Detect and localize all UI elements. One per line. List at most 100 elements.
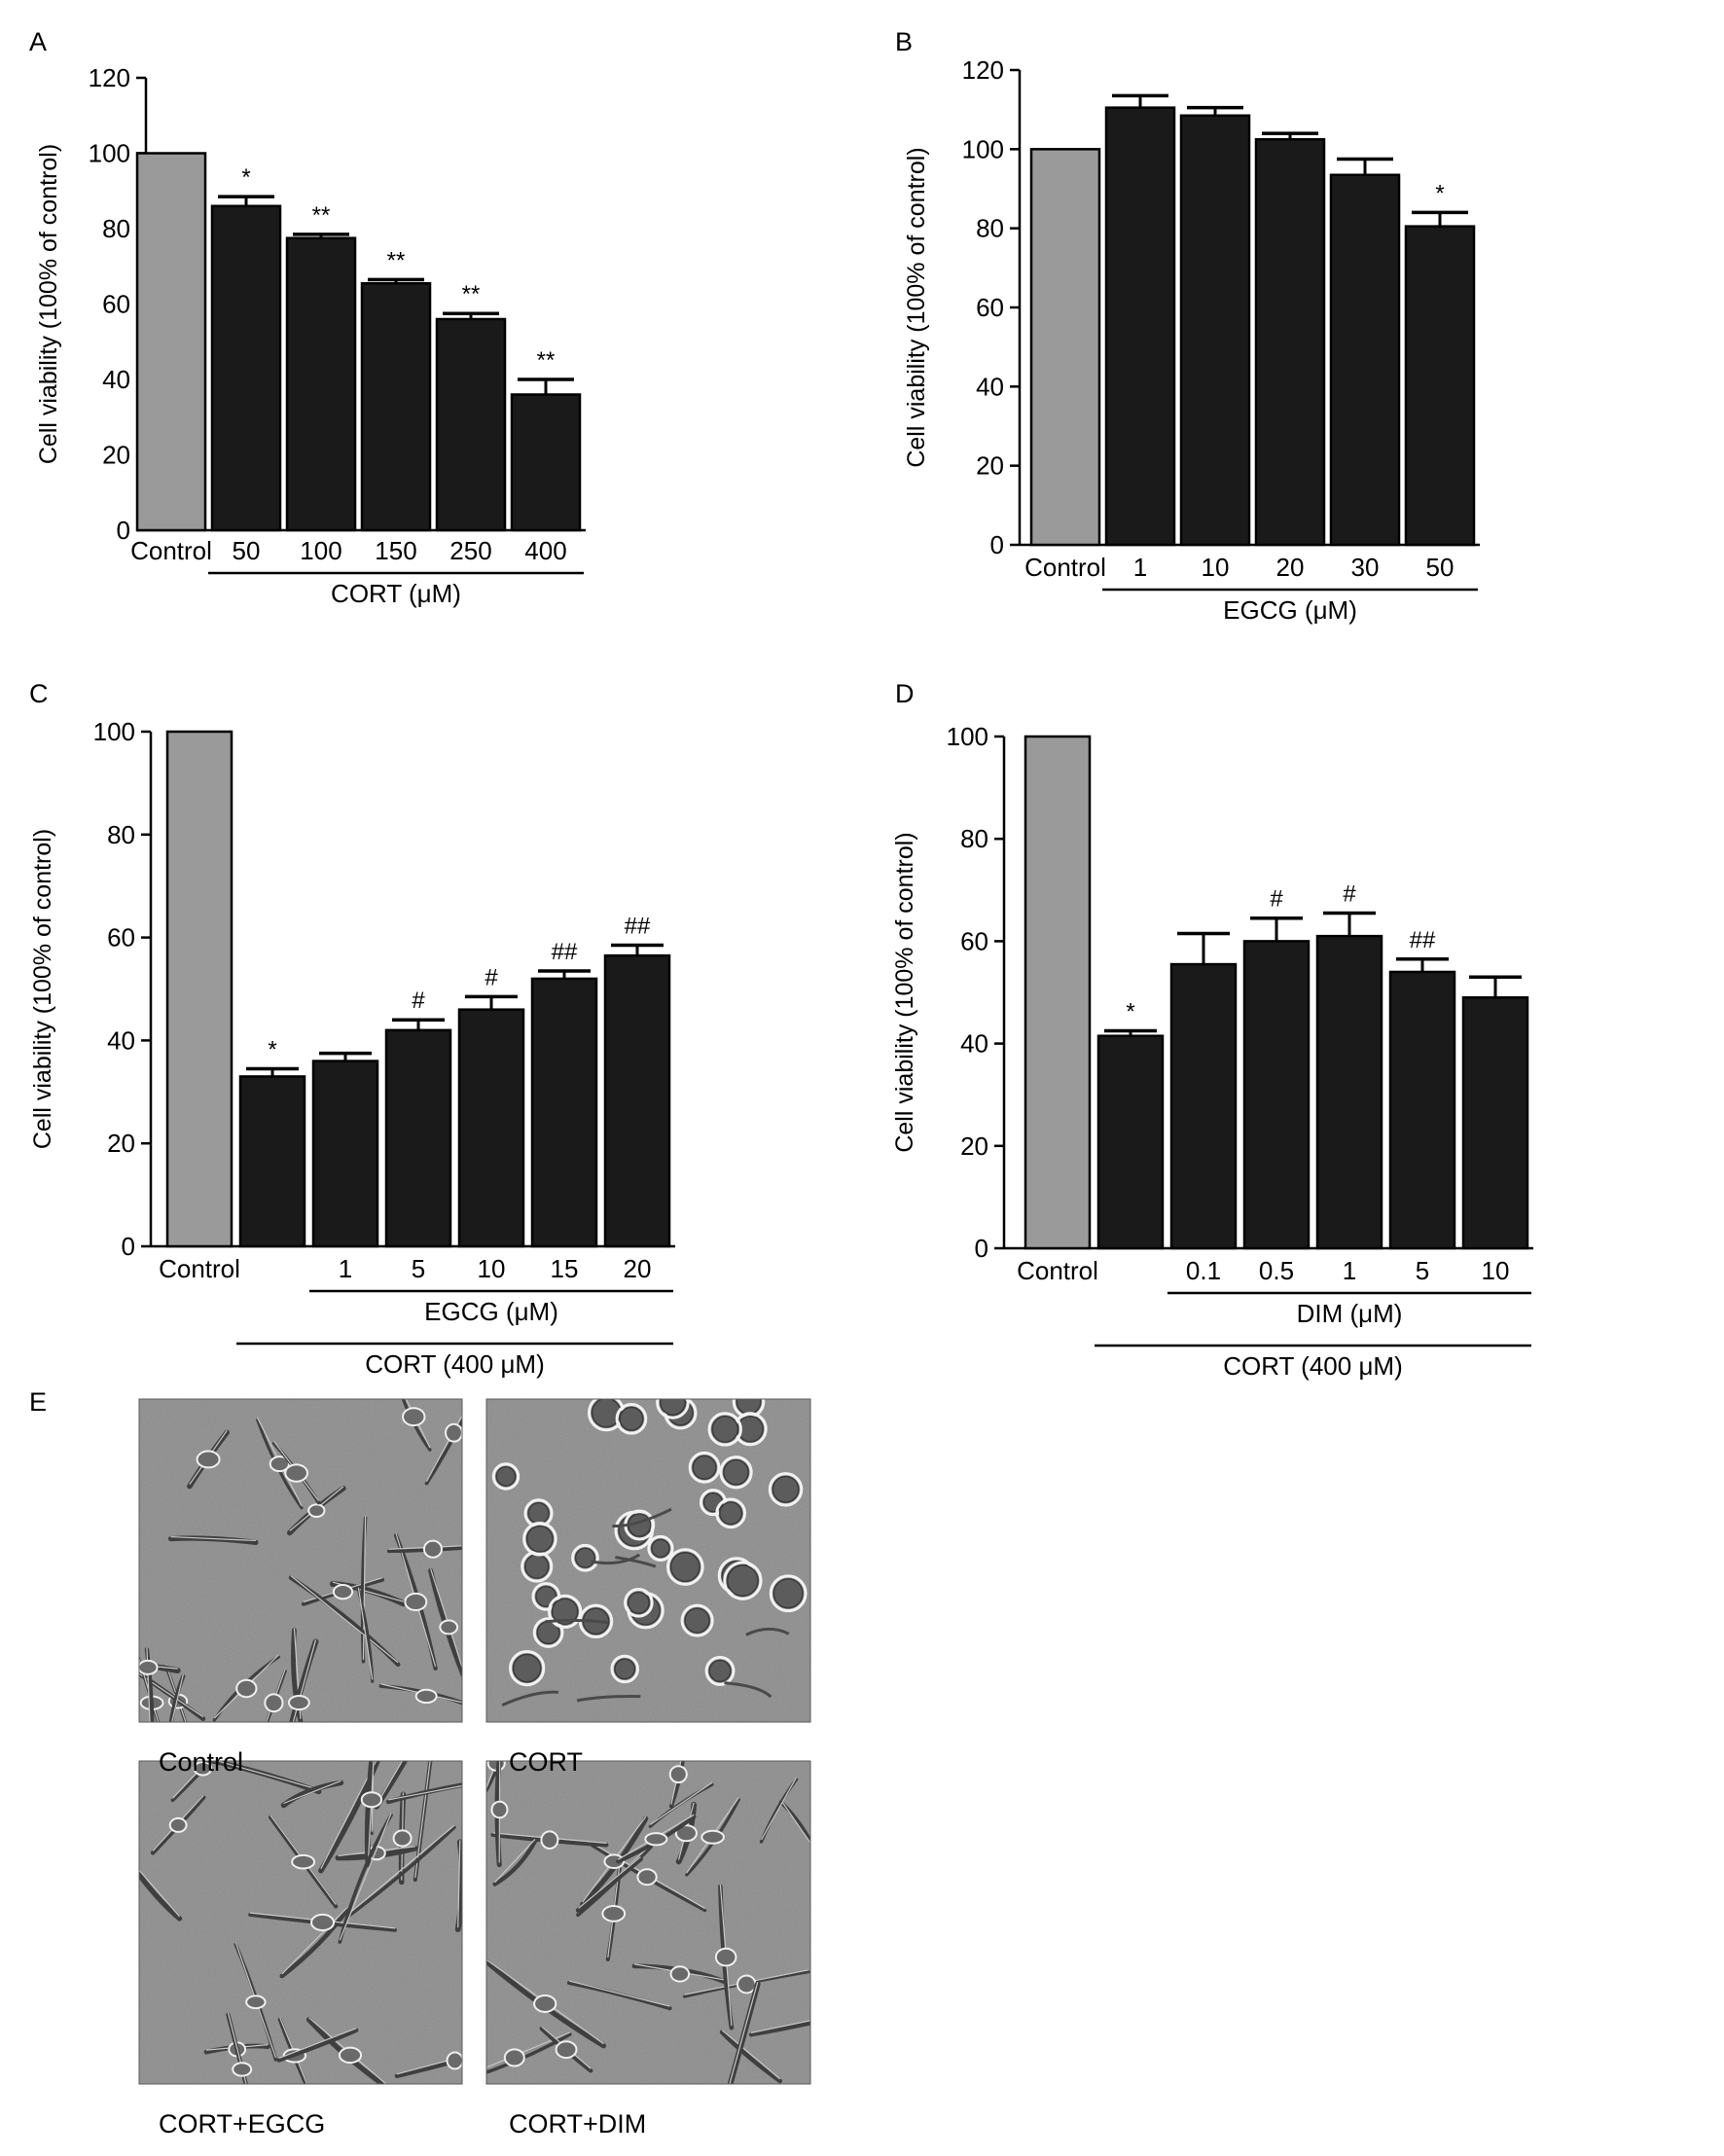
panel-letter-b: B [895,27,913,56]
x-tick-label-d-6: 10 [1482,1256,1510,1285]
y-tick-label-b: 0 [990,530,1004,559]
significance-label-a-1: * [241,164,250,191]
y-tick-label-d: 40 [960,1029,988,1059]
cell-nucleus [245,1994,267,2010]
micrograph-texture [486,1761,810,2084]
micrograph-border [485,1398,811,1723]
bar-b-5 [1404,225,1476,547]
bar-d-0 [1024,735,1092,1250]
cell-edge-highlight [283,1779,341,1805]
x-tick-label-a-1: 50 [233,536,261,565]
rounded-cell-body [627,1591,650,1614]
cell-edge-highlight [729,1982,759,2084]
bar-a-1 [210,204,282,532]
elongated-cell [492,1839,538,1886]
chart-panel-c: C 0 20 40 60 80 100 Cell viability (100% of co… [29,679,675,1379]
cell-edge-highlight [278,2028,357,2060]
bar-b-2 [1179,114,1251,547]
cell-edge-highlight [357,1587,374,1680]
cell-nucleus [540,1830,559,1850]
x-tick-label-d-4: 1 [1343,1256,1356,1285]
rounded-cell [723,1561,763,1600]
rounded-cell-body [651,1538,670,1559]
cell-nucleus [714,1947,737,1967]
y-tick-label-a: 20 [102,441,130,470]
bar-d-4 [1315,934,1383,1250]
cell-nucleus [490,1800,509,1819]
micrograph-texture [139,1399,462,1722]
y-tick-label-a: 80 [102,214,130,243]
elongated-cell [454,1839,462,1933]
cell-edge-highlight [494,1839,536,1884]
micrograph-cells [486,1399,810,1722]
y-tick-label-d: 100 [947,722,988,751]
rounded-cell-body [495,1466,517,1487]
y-tick-label-d: 60 [960,926,988,955]
rounded-cell [532,1617,564,1648]
cell-nucleus [603,1853,626,1870]
cell-process [745,1627,790,1636]
cell-edge-highlight [371,1761,375,1832]
significance-label-a-3: ** [387,247,406,273]
rounded-cell [719,1455,753,1490]
chart-panel-d: D 0 20 40 60 80 100 Cell viability (100% of co… [891,679,1533,1381]
x-tick-label-a-5: 400 [524,536,566,565]
plot-area-c: 0 20 40 60 80 100 Cell viability (100% of cont… [29,717,675,1379]
elongated-cell [276,2028,359,2063]
y-axis-title-d: Cell viability (100% of control) [891,832,918,1152]
cell-nucleus [555,2040,578,2060]
cell-edge-highlight [568,1980,670,2007]
y-tick-label-c: 60 [107,923,135,952]
micrograph-label-cort-dim: CORT+DIM [509,2109,646,2138]
cell-edge-highlight [721,2030,781,2080]
x-tick-label-c-4: 10 [478,1254,506,1283]
panel-letter-d: D [895,679,915,708]
cell-nucleus [332,1584,354,1600]
rounded-cell-body [591,1399,622,1428]
micrograph-label-cort-egcg: CORT+EGCG [159,2109,325,2138]
x-tick-label-a-0: Control [130,536,212,565]
rounded-cell-body [736,1399,762,1415]
rounded-cell-body [772,1475,800,1503]
cell-nucleus [307,1503,326,1519]
cell-nucleus [310,1913,336,1932]
rounded-cell [509,1649,546,1687]
rounded-cell-body [551,1598,579,1626]
significance-label-a-2: ** [312,202,331,229]
cell-process [615,1556,657,1568]
x-tick-label-c-6: 20 [624,1254,652,1283]
group-label-d-0: DIM (μM) [1297,1299,1403,1328]
elongated-cell [385,1782,462,1805]
cell-edge-highlight [362,1516,367,1660]
cell-nucleus [264,1693,284,1713]
significance-label-a-5: ** [537,347,556,374]
significance-label-c-3: # [412,988,425,1014]
micrograph-control [138,1398,463,1723]
bar-c-4 [457,1008,525,1248]
y-axis-title-b: Cell viability (100% of control) [903,147,930,467]
bar-d-3 [1242,940,1311,1250]
group-label-d-1: CORT (400 μM) [1223,1351,1403,1381]
rounded-cell-body [669,1552,700,1583]
bar-a-5 [510,393,582,532]
cell-nucleus [669,1965,691,1983]
x-tick-label-c-3: 5 [412,1254,425,1283]
elongated-cell [575,1855,644,1914]
significance-label-c-6: ## [625,914,651,940]
rounded-cell-body [574,1547,596,1568]
cell-process [576,1694,641,1703]
significance-label-d-3: # [1270,886,1283,913]
rounded-cell [615,1402,648,1435]
rounded-cell-body [711,1416,739,1443]
cell-edge-highlight [649,1781,713,1825]
elongated-cell [318,1761,380,1874]
micrograph-cort [485,1398,811,1723]
cell-nucleus [446,2051,462,2070]
rounded-cell-body [525,1525,554,1553]
bar-b-1 [1104,106,1176,547]
y-tick-label-c: 20 [107,1129,135,1158]
micrograph-border [138,1760,463,2085]
bar-a-3 [360,281,432,532]
cell-nucleus [644,1832,668,1847]
